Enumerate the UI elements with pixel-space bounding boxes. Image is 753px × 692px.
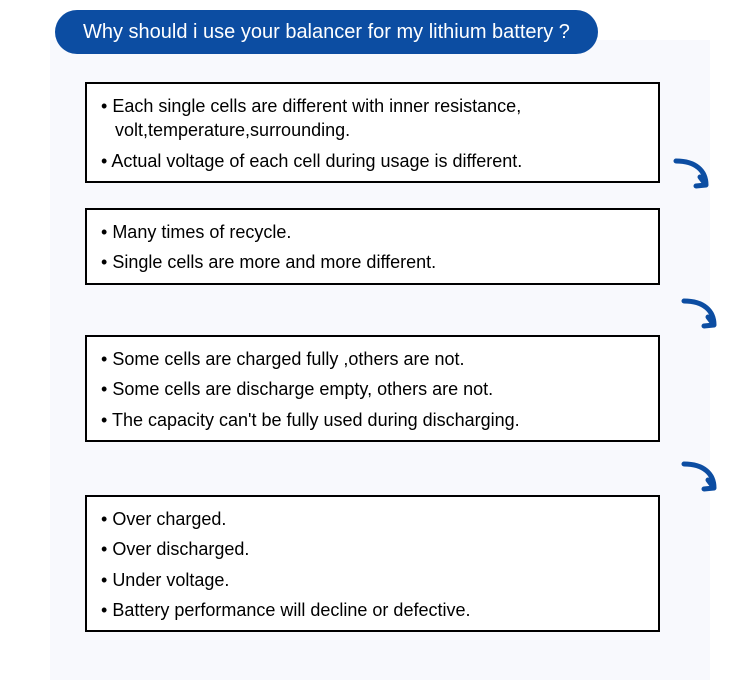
info-box-3: Some cells are charged fully ,others are… [85,335,660,442]
info-box-2: Many times of recycle. Single cells are … [85,208,660,285]
title-text: Why should i use your balancer for my li… [83,21,570,43]
bullet-text: Over discharged. [101,537,644,561]
info-box-4: Over charged. Over discharged. Under vol… [85,495,660,632]
bullet-text: Actual voltage of each cell during usage… [101,149,644,173]
bullet-text: Under voltage. [101,568,644,592]
bullet-text: Each single cells are different with inn… [101,94,644,143]
bullet-text: The capacity can't be fully used during … [101,408,644,432]
info-box-1: Each single cells are different with inn… [85,82,660,183]
bullet-text: Some cells are charged fully ,others are… [101,347,644,371]
bullet-text: Many times of recycle. [101,220,644,244]
bullet-text: Single cells are more and more different… [101,250,644,274]
bullet-text: Battery performance will decline or defe… [101,598,644,622]
title-banner: Why should i use your balancer for my li… [55,10,598,54]
bullet-text: Some cells are discharge empty, others a… [101,377,644,401]
bullet-text: Over charged. [101,507,644,531]
